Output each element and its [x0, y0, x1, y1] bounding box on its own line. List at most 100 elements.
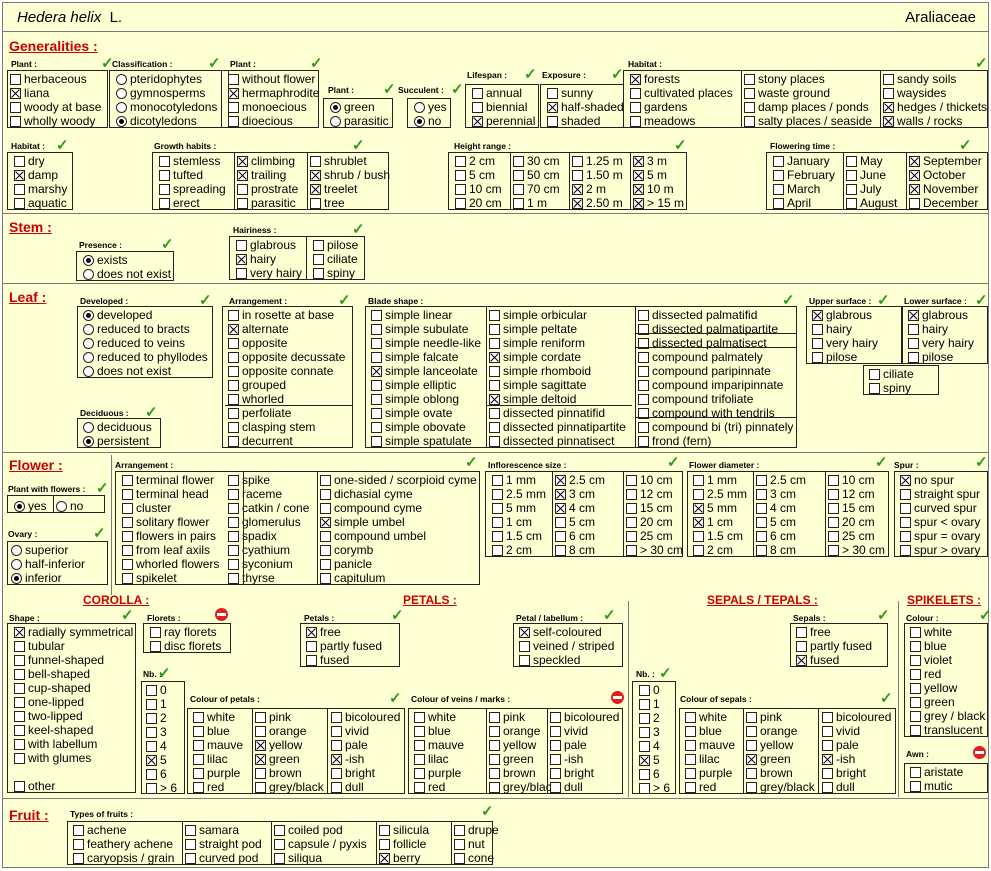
option-blade-compound-palmately[interactable]: compound palmately — [638, 350, 763, 364]
option-blade-frond-fern[interactable]: frond (fern) — [638, 434, 711, 448]
option-arrangement-grouped[interactable]: grouped — [228, 378, 286, 392]
checkbox-follicle[interactable] — [379, 838, 390, 850]
checkbox-simple-reniform[interactable] — [489, 337, 500, 349]
checkbox-simple-falcate[interactable] — [371, 351, 382, 363]
option-infl-25-cm[interactable]: 25 cm — [626, 529, 673, 543]
option-sepals-fused[interactable]: fused — [796, 653, 839, 667]
checkbox-woody-at-base[interactable] — [10, 101, 21, 113]
checkbox-pale[interactable] — [822, 739, 833, 751]
checkbox-4-cm[interactable] — [555, 502, 566, 514]
checkbox-opposite-connate[interactable] — [228, 365, 239, 377]
option-blade-dissected-pinnatifid[interactable]: dissected pinnatifid — [489, 406, 605, 420]
option-fruits-capsule-pyxis[interactable]: capsule / pyxis — [274, 837, 367, 851]
checkbox-yellow[interactable] — [255, 739, 266, 751]
option-colpetals-red[interactable]: red — [193, 780, 224, 794]
checkbox-red[interactable] — [910, 668, 921, 680]
checkbox-with-glumes[interactable] — [14, 752, 25, 764]
checkbox-speckled[interactable] — [519, 654, 530, 666]
checkbox-ciliate[interactable] — [313, 253, 324, 265]
option-height-1-25-m[interactable]: 1.25 m — [572, 154, 623, 168]
checkbox-vivid[interactable] — [331, 725, 342, 737]
radio-exists[interactable] — [83, 254, 94, 266]
checkbox-simple-oblong[interactable] — [371, 393, 382, 405]
checkbox-salty-places-seaside[interactable] — [744, 115, 755, 127]
option-colsepals-mauve[interactable]: mauve — [685, 738, 735, 752]
option-growth-trailing[interactable]: trailing — [237, 168, 286, 182]
option-height-5-cm[interactable]: 5 cm — [455, 168, 495, 182]
checkbox-with-labellum[interactable] — [14, 738, 25, 750]
option-developed-does-not-exist[interactable]: does not exist — [83, 364, 171, 378]
radio-does-not-exist[interactable] — [83, 268, 94, 280]
option-infl-10-cm[interactable]: 10 cm — [626, 473, 673, 487]
option-shape-tubular[interactable]: tubular — [14, 639, 65, 653]
radio-yes[interactable] — [14, 500, 25, 512]
checkbox-6[interactable] — [146, 782, 157, 794]
option-habitat1-meadows[interactable]: meadows — [630, 114, 695, 128]
option-flarr-simple-umbel[interactable]: simple umbel — [320, 515, 405, 529]
option-growth-erect[interactable]: erect — [159, 196, 200, 210]
checkbox-purple[interactable] — [414, 767, 425, 779]
option-colsepals-grey-black[interactable]: grey/black — [746, 780, 815, 794]
option-blade-dissected-palmatifid[interactable]: dissected palmatifid — [638, 308, 757, 322]
option-spur-curved-spur[interactable]: curved spur — [900, 501, 977, 515]
checkbox-simple-subulate[interactable] — [371, 323, 382, 335]
radio-yes[interactable] — [414, 101, 425, 113]
option-colsepals-ish[interactable]: -ish — [822, 752, 855, 766]
option-classification-dicotyledons[interactable]: dicotyledons — [116, 114, 197, 128]
checkbox-november[interactable] — [909, 183, 920, 195]
checkbox-flowers-in-pairs[interactable] — [122, 530, 133, 542]
option-nb2-2[interactable]: 2 — [639, 711, 660, 725]
option-fruits-berry[interactable]: berry — [379, 851, 420, 865]
checkbox-aquatic[interactable] — [14, 197, 25, 209]
option-hairiness-glabrous[interactable]: glabrous — [236, 238, 296, 252]
option-spcolour-white[interactable]: white — [910, 625, 952, 639]
checkbox-simple-ovate[interactable] — [371, 407, 382, 419]
checkbox-fused[interactable] — [306, 654, 317, 666]
option-height-1-50-m[interactable]: 1.50 m — [572, 168, 623, 182]
option-spcolour-yellow[interactable]: yellow — [910, 681, 957, 695]
checkbox-2-cm[interactable] — [492, 544, 503, 556]
checkbox-3-m[interactable] — [633, 155, 644, 167]
checkbox-stemless[interactable] — [159, 155, 170, 167]
checkbox-sandy-soils[interactable] — [883, 73, 894, 85]
option-fldiam-1-5-cm[interactable]: 1.5 cm — [693, 529, 743, 543]
checkbox-raceme[interactable] — [228, 488, 239, 500]
checkbox-bright[interactable] — [550, 767, 561, 779]
option-colsepals-pale[interactable]: pale — [822, 738, 859, 752]
option-fruits-silicula[interactable]: silicula — [379, 823, 429, 837]
checkbox-other[interactable] — [14, 780, 25, 792]
option-succulent-no[interactable]: no — [414, 114, 441, 128]
checkbox-siliqua[interactable] — [274, 852, 285, 864]
option-fldiam-3-cm[interactable]: 3 cm — [756, 487, 796, 501]
option-fruits-cone[interactable]: cone — [454, 851, 494, 865]
option-developed-reduced-to-veins[interactable]: reduced to veins — [83, 336, 185, 350]
option-colsepals-dull[interactable]: dull — [822, 780, 855, 794]
checkbox-self-coloured[interactable] — [519, 626, 530, 638]
option-infl-20-cm[interactable]: 20 cm — [626, 515, 673, 529]
option-colveins-pale[interactable]: pale — [550, 738, 587, 752]
option-fldiam-6-cm[interactable]: 6 cm — [756, 529, 796, 543]
checkbox-no-spur[interactable] — [900, 474, 911, 486]
checkbox-cluster[interactable] — [122, 502, 133, 514]
checkbox-5[interactable] — [146, 754, 157, 766]
radio-does-not-exist[interactable] — [83, 365, 94, 377]
checkbox-hairy[interactable] — [908, 323, 919, 335]
checkbox-white[interactable] — [910, 626, 921, 638]
checkbox-decurrent[interactable] — [228, 435, 239, 447]
option-fldiam-20-cm[interactable]: 20 cm — [828, 515, 875, 529]
option-colpetals-mauve[interactable]: mauve — [193, 738, 243, 752]
checkbox-1-25-m[interactable] — [572, 155, 583, 167]
checkbox-damp[interactable] — [14, 169, 25, 181]
option-deciduous-deciduous[interactable]: deciduous — [83, 420, 152, 434]
option-flarr-raceme[interactable]: raceme — [228, 487, 282, 501]
option-habitat1-walls-rocks[interactable]: walls / rocks — [883, 114, 962, 128]
option-nb1-3[interactable]: 3 — [146, 725, 167, 739]
option-sepals-free[interactable]: free — [796, 625, 831, 639]
option-height-50-cm[interactable]: 50 cm — [513, 168, 560, 182]
option-infl-1-mm[interactable]: 1 mm — [492, 473, 536, 487]
option-classification-gymnosperms[interactable]: gymnosperms — [116, 86, 205, 100]
checkbox-ray-florets[interactable] — [150, 626, 161, 638]
option-colveins-mauve[interactable]: mauve — [414, 738, 464, 752]
option-colpetals-grey-black[interactable]: grey/black — [255, 780, 324, 794]
checkbox-dissected-palmatisect[interactable] — [638, 337, 649, 349]
